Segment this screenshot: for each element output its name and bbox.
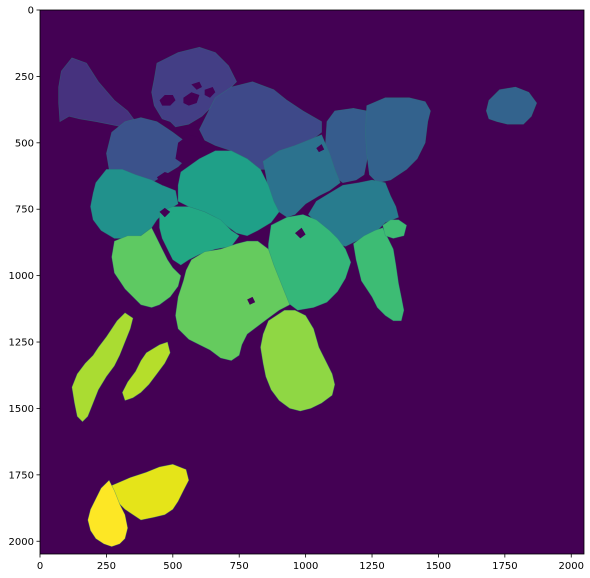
hole-h10	[316, 144, 325, 153]
hole-h6	[191, 81, 202, 90]
y-axis: 0 250 500 750 1000 1250 1500 1750 2000	[9, 6, 40, 548]
hole-h3	[204, 87, 216, 98]
plot-frame	[39, 9, 585, 555]
region-r16	[111, 227, 182, 308]
x-tick-label: 1500	[426, 561, 451, 572]
x-axis: 0 250 500 750 1000 1250 1500 1750 2000	[37, 554, 584, 572]
hole-h8	[295, 227, 306, 239]
x-tick-label: 2000	[559, 561, 584, 572]
hole-h1	[159, 95, 176, 106]
y-tick-label: 1250	[9, 338, 34, 349]
x-tick-label: 1250	[359, 561, 384, 572]
x-tick-label: 250	[97, 561, 116, 572]
region-r15	[382, 219, 407, 239]
region-r17	[175, 240, 291, 361]
y-tick-label: 750	[15, 205, 34, 216]
y-tick-label: 1500	[9, 404, 34, 415]
region-r18	[260, 309, 336, 412]
region-r21	[111, 463, 190, 521]
regions-layer	[58, 46, 538, 547]
hole-h7	[159, 207, 171, 218]
holes-layer	[156, 81, 325, 305]
region-r20	[121, 341, 171, 401]
region-r19	[71, 312, 134, 423]
region-r1	[58, 57, 137, 128]
region-r12	[159, 206, 240, 266]
region-r6	[365, 97, 431, 184]
y-tick-label: 1000	[9, 271, 34, 282]
y-tick-label: 1750	[9, 470, 34, 481]
hole-h2	[183, 92, 200, 106]
x-tick-label: 500	[163, 561, 182, 572]
region-r7	[485, 86, 538, 125]
y-tick-label: 0	[28, 6, 34, 17]
y-tick-label: 2000	[9, 537, 34, 548]
y-tick-label: 500	[15, 138, 34, 149]
x-tick-label: 750	[230, 561, 249, 572]
y-tick-label: 250	[15, 72, 34, 83]
region-r10	[90, 169, 179, 239]
hole-h5	[156, 172, 173, 186]
hole-h9	[247, 296, 256, 305]
x-tick-label: 0	[37, 561, 43, 572]
hole-h4	[175, 134, 202, 165]
region-r22	[87, 479, 129, 547]
x-tick-label: 1000	[293, 561, 318, 572]
x-tick-label: 1750	[492, 561, 517, 572]
